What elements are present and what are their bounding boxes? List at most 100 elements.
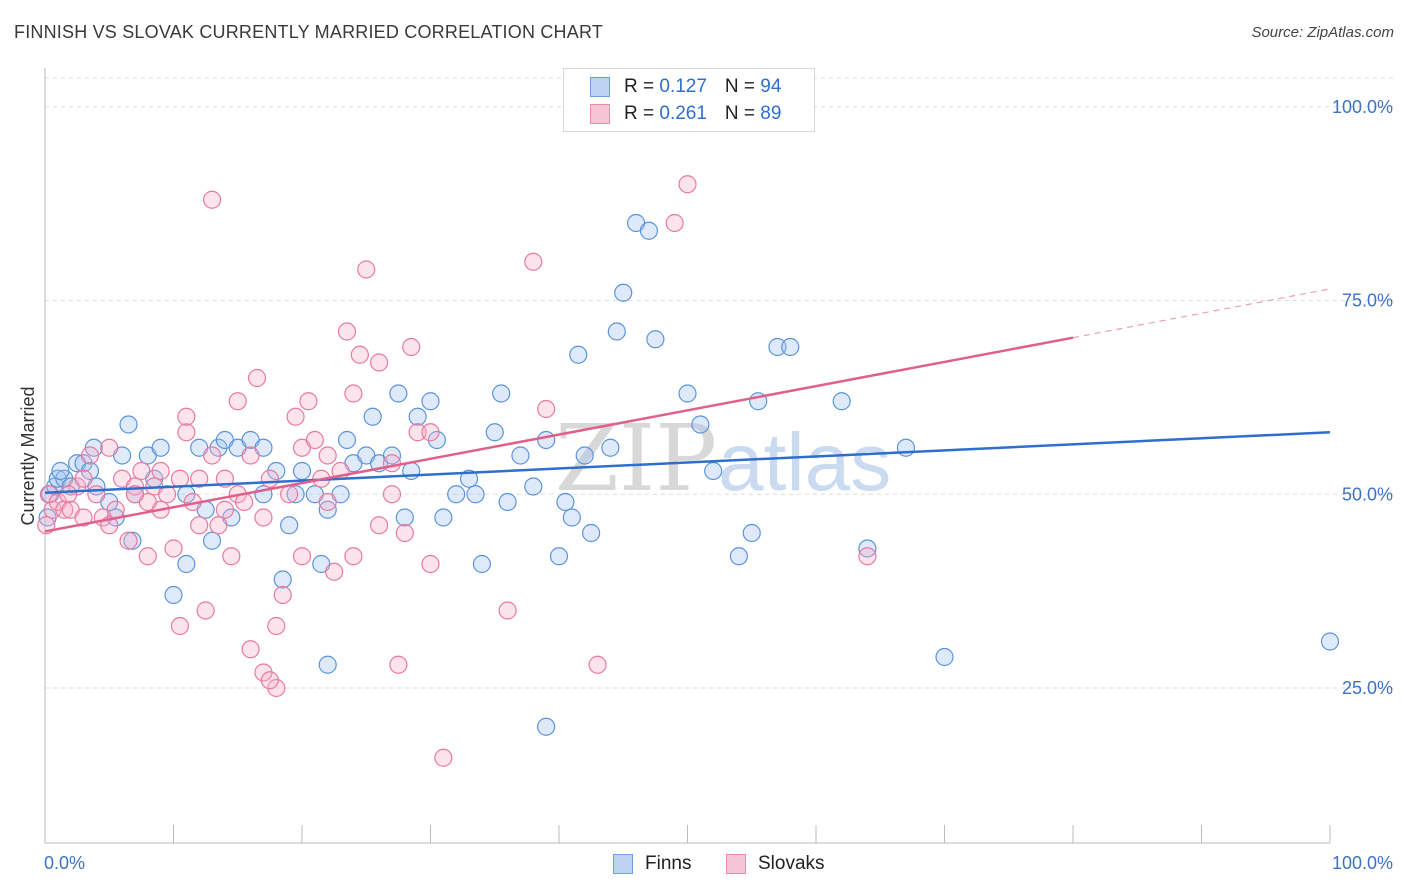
slovaks-point — [209, 516, 228, 535]
slovaks-point — [858, 547, 877, 566]
slovaks-point — [119, 531, 138, 550]
finns-point — [164, 585, 183, 605]
slovaks-point — [267, 616, 286, 636]
finns-n-label: N = — [724, 76, 761, 97]
slovaks-point — [190, 469, 209, 488]
slovaks-point — [222, 547, 241, 566]
slovaks-point — [370, 516, 389, 535]
data-points — [37, 175, 1340, 767]
slovaks-point — [254, 508, 273, 527]
slovaks-point — [421, 554, 440, 574]
finns-point — [1320, 632, 1340, 651]
finns-point — [742, 523, 761, 543]
finns-point — [498, 492, 517, 512]
finns-point — [280, 516, 299, 535]
slovaks-point — [177, 423, 196, 442]
finns-r-label: R = — [624, 76, 660, 97]
finns-point — [363, 407, 382, 426]
finns-point — [472, 554, 491, 574]
slovaks-trend-line — [44, 336, 1074, 533]
finns-point — [434, 508, 453, 527]
bottom-legend-slovaks: Slovaks — [726, 852, 825, 876]
slovaks-point — [247, 368, 267, 388]
slovaks-point — [318, 492, 337, 512]
slovaks-r-value: 0.261 — [659, 103, 707, 124]
finns-point — [382, 446, 402, 465]
finns-point — [177, 554, 196, 574]
finns-point — [678, 384, 697, 403]
finns-point — [123, 531, 142, 550]
finns-point — [202, 531, 222, 550]
finns-point — [575, 446, 594, 465]
slovaks-point — [434, 748, 453, 767]
slovaks-point — [260, 469, 279, 488]
slovaks-point — [395, 523, 414, 543]
finns-point — [524, 477, 543, 496]
finns-point — [492, 384, 511, 403]
slovaks-point — [344, 547, 363, 566]
slovaks-r-label: R = — [624, 103, 660, 124]
x-tick-label-min: 0.0% — [44, 853, 85, 873]
slovaks-point — [106, 500, 125, 519]
legend-row-slovaks: R = 0.261 N = 89 — [590, 102, 781, 126]
watermark: ZIP atlas — [555, 405, 891, 512]
finns-point — [935, 647, 954, 667]
finns-point — [549, 547, 569, 566]
y-tick-label: 25.0% — [1342, 678, 1393, 698]
slovaks-point — [299, 392, 318, 411]
slovaks-point — [196, 601, 215, 620]
y-tick-label: 75.0% — [1342, 291, 1393, 311]
finns-point — [485, 423, 504, 442]
slovaks-trend-line-dashed — [1072, 288, 1331, 339]
slovaks-point — [498, 601, 517, 620]
y-tick-label: 100.0% — [1332, 97, 1393, 117]
finns-point — [537, 430, 556, 450]
finns-point — [781, 337, 800, 357]
slovaks-point — [350, 345, 369, 364]
slovaks-point — [537, 399, 556, 419]
finns-point — [119, 415, 138, 434]
slovaks-point — [678, 175, 697, 194]
finns-point — [729, 547, 749, 566]
slovaks-point — [177, 407, 196, 426]
watermark-zip: ZIP — [555, 405, 717, 512]
finns-point — [318, 655, 337, 674]
finns-point — [614, 283, 633, 302]
slovaks-point — [202, 446, 222, 465]
slovaks-point — [241, 446, 260, 465]
stats-legend: R = 0.127 N = 94 R = 0.261 N = 89 — [563, 68, 815, 132]
finns-bottom-label: Finns — [645, 853, 692, 874]
finns-point — [607, 322, 626, 341]
slovaks-point — [132, 461, 151, 481]
finns-point — [569, 345, 588, 364]
slovaks-point — [260, 671, 279, 690]
slovaks-point — [190, 516, 209, 535]
y-tick-label: 50.0% — [1342, 484, 1393, 504]
chart-title: FINNISH VS SLOVAK CURRENTLY MARRIED CORR… — [14, 22, 604, 42]
slovaks-point — [337, 322, 357, 341]
finns-bottom-swatch — [613, 854, 633, 874]
gridlines — [45, 77, 1395, 689]
slovaks-point — [228, 392, 247, 411]
slovaks-point — [588, 655, 607, 674]
slovaks-bottom-label: Slovaks — [758, 853, 825, 874]
finns-point — [466, 485, 485, 504]
finns-point — [858, 539, 877, 558]
slovaks-point — [215, 500, 234, 519]
slovaks-point — [125, 477, 145, 496]
slovaks-point — [273, 585, 292, 605]
slovaks-point — [325, 562, 344, 581]
finns-point — [639, 221, 659, 240]
finns-point — [537, 717, 556, 736]
x-tick-label-max: 100.0% — [1332, 853, 1393, 873]
finns-point — [768, 337, 787, 357]
finns-point — [582, 523, 601, 543]
watermark-atlas: atlas — [718, 417, 891, 508]
slovaks-point — [402, 337, 421, 357]
slovaks-point — [318, 446, 337, 465]
finns-point — [421, 392, 440, 411]
finns-point — [832, 392, 851, 411]
slovaks-point — [59, 485, 78, 504]
slovaks-point — [74, 469, 93, 488]
finns-point — [51, 461, 70, 481]
